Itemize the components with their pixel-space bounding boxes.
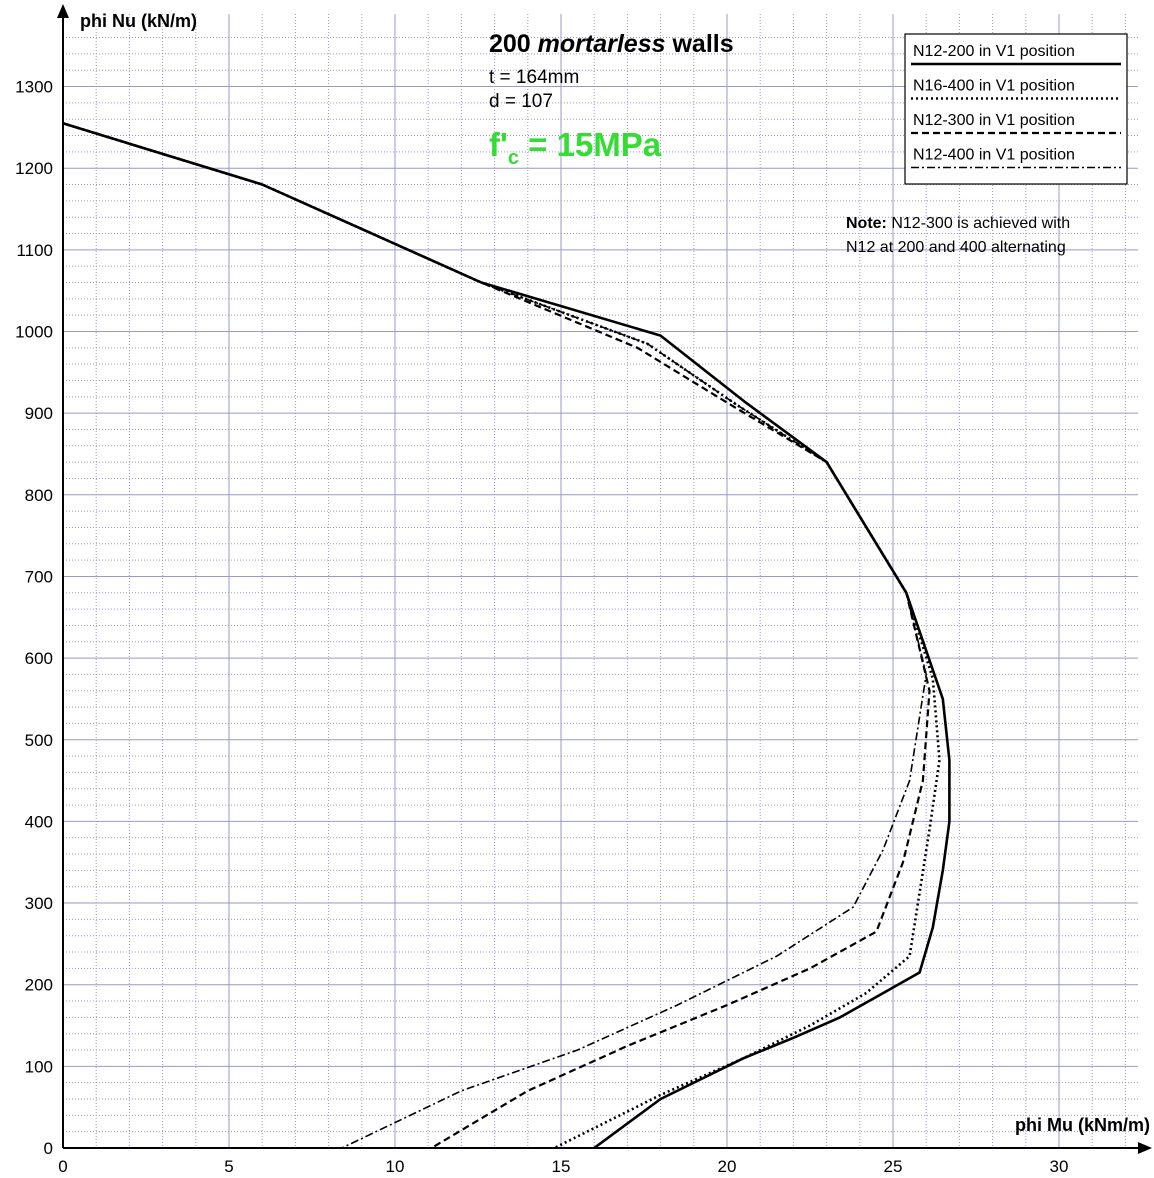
chart-title: 200 mortarless walls t = 164mm d = 107 f…: [489, 30, 734, 169]
series-line-4: [62, 122, 928, 1149]
y-tick-label: 600: [25, 649, 53, 668]
y-tick-label: 1300: [15, 78, 53, 97]
x-axis-label: phi Mu (kNm/m): [1015, 1115, 1150, 1135]
y-tick-label: 1100: [16, 241, 53, 260]
note-bold: Note:: [846, 215, 887, 232]
y-tick-label: 900: [25, 404, 53, 423]
title-emphasis: mortarless: [538, 30, 666, 58]
axes: [57, 4, 1152, 1154]
y-tick-label: 500: [25, 731, 53, 750]
minor-grid: [63, 14, 1138, 1148]
x-tick-label: 20: [718, 1157, 737, 1176]
y-tick-label: 800: [25, 486, 53, 505]
note-line1: N12-300 is achieved with: [887, 215, 1070, 232]
fc-value: = 15MPa: [519, 126, 662, 163]
legend-entry-label: N12-200 in V1 position: [913, 43, 1075, 60]
x-axis-arrow: [1138, 1142, 1152, 1154]
series-line-3: [62, 122, 931, 1149]
y-tick-label: 400: [25, 812, 53, 831]
y-tick-label: 1000: [15, 323, 53, 342]
series-line-1: [62, 122, 951, 1150]
y-axis-label: phi Nu (kN/m): [80, 11, 197, 31]
title-prefix: 200: [489, 30, 538, 58]
fc-sub: c: [508, 147, 519, 169]
x-tick-label: 5: [224, 1157, 233, 1176]
legend-box: [904, 33, 1128, 185]
x-tick-label: 0: [58, 1157, 67, 1176]
x-tick-label: 15: [552, 1157, 571, 1176]
series-line-2: [62, 122, 941, 1150]
svg-text:Note: N12-300 is achieved with: Note: N12-300 is achieved with: [846, 215, 1070, 232]
legend-entry-label: N12-300 in V1 position: [913, 112, 1075, 129]
x-tick-label: 10: [386, 1157, 405, 1176]
fc-prime: ': [500, 126, 508, 163]
x-tick-label: 25: [884, 1157, 903, 1176]
legend: N12-200 in V1 position N16-400 in V1 posi…: [904, 33, 1128, 185]
major-grid: [63, 14, 1138, 1148]
y-tick-label: 1200: [15, 159, 53, 178]
x-tick-label: 30: [1050, 1157, 1069, 1176]
legend-entry-label: N16-400 in V1 position: [913, 78, 1075, 95]
y-axis-arrow: [57, 4, 69, 18]
y-tick-label: 200: [25, 976, 53, 995]
title-suffix: walls: [666, 30, 734, 58]
tick-labels: 0 5 10 15 20 25 300100200300400500600700800900…: [15, 78, 1068, 1176]
subtitle-thickness: t = 164mm: [489, 67, 579, 88]
y-tick-label: 0: [44, 1139, 53, 1158]
y-tick-label: 300: [25, 894, 53, 913]
svg-text:200 mortarless walls: 200 mortarless walls: [489, 30, 734, 58]
y-tick-label: 100: [25, 1057, 53, 1076]
concrete-strength: f'c = 15MPa: [489, 126, 662, 169]
note: Note: N12-300 is achieved with N12 at 20…: [846, 215, 1070, 256]
legend-entry-label: N12-400 in V1 position: [913, 147, 1075, 164]
note-line2: N12 at 200 and 400 alternating: [846, 239, 1066, 256]
y-tick-label: 700: [25, 567, 53, 586]
subtitle-depth: d = 107: [489, 91, 553, 112]
series-lines: [62, 122, 951, 1150]
fc-f: f: [489, 126, 501, 163]
